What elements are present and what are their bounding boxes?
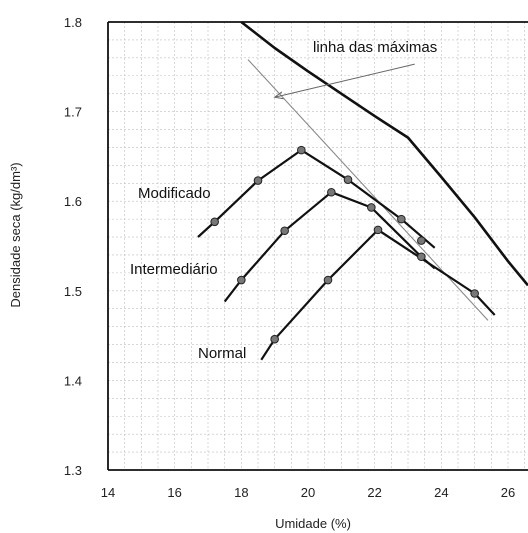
x-tick-label: 26: [501, 485, 515, 500]
x-tick-label: 16: [167, 485, 181, 500]
x-axis-label: Umidade (%): [275, 516, 351, 531]
annotation-intermediario: Intermediário: [130, 261, 218, 278]
data-point: [417, 236, 426, 245]
series-line-0: [197, 149, 436, 249]
y-tick-label: 1.7: [64, 105, 82, 120]
x-tick-label: 14: [101, 485, 115, 500]
annotation-maxima: linha das máximas: [313, 39, 437, 56]
series-line-2: [260, 228, 496, 361]
grid-lines: [108, 22, 528, 470]
saturation-curve: [240, 20, 528, 287]
y-tick-label: 1.4: [64, 373, 82, 388]
x-tick-label: 22: [367, 485, 381, 500]
x-tick-label: 24: [434, 485, 448, 500]
annotation-arrowhead: [273, 91, 284, 100]
y-tick-label: 1.5: [64, 284, 82, 299]
data-point: [343, 175, 353, 184]
data-point: [327, 187, 336, 197]
data-point: [280, 226, 289, 236]
data-curves: [197, 20, 528, 361]
y-tick-label: 1.6: [64, 194, 82, 209]
data-point: [470, 289, 479, 298]
x-tick-label: 18: [234, 485, 248, 500]
data-point: [367, 203, 376, 212]
data-point: [270, 334, 279, 344]
y-axis-label: Densidade seca (kg/dm³): [8, 162, 23, 307]
annotation-modificado: Modificado: [138, 185, 211, 202]
data-point: [237, 275, 246, 285]
data-markers: [210, 145, 479, 344]
x-tick-label: 20: [301, 485, 315, 500]
data-point: [323, 275, 333, 285]
y-tick-label: 1.3: [64, 463, 82, 478]
data-point: [417, 252, 426, 262]
annotation-normal: Normal: [198, 345, 246, 362]
data-point: [373, 225, 383, 235]
annotation-arrow: [274, 63, 415, 98]
tick-labels: 14 16 18 20 22 24 26 1.3 1.4 1.5 1.6 1.7 1.8: [64, 15, 515, 500]
plot-frame: [107, 21, 528, 471]
data-point: [297, 145, 306, 155]
data-point: [210, 217, 219, 227]
data-point: [397, 214, 406, 224]
y-tick-label: 1.8: [64, 15, 82, 30]
data-point: [253, 176, 263, 185]
